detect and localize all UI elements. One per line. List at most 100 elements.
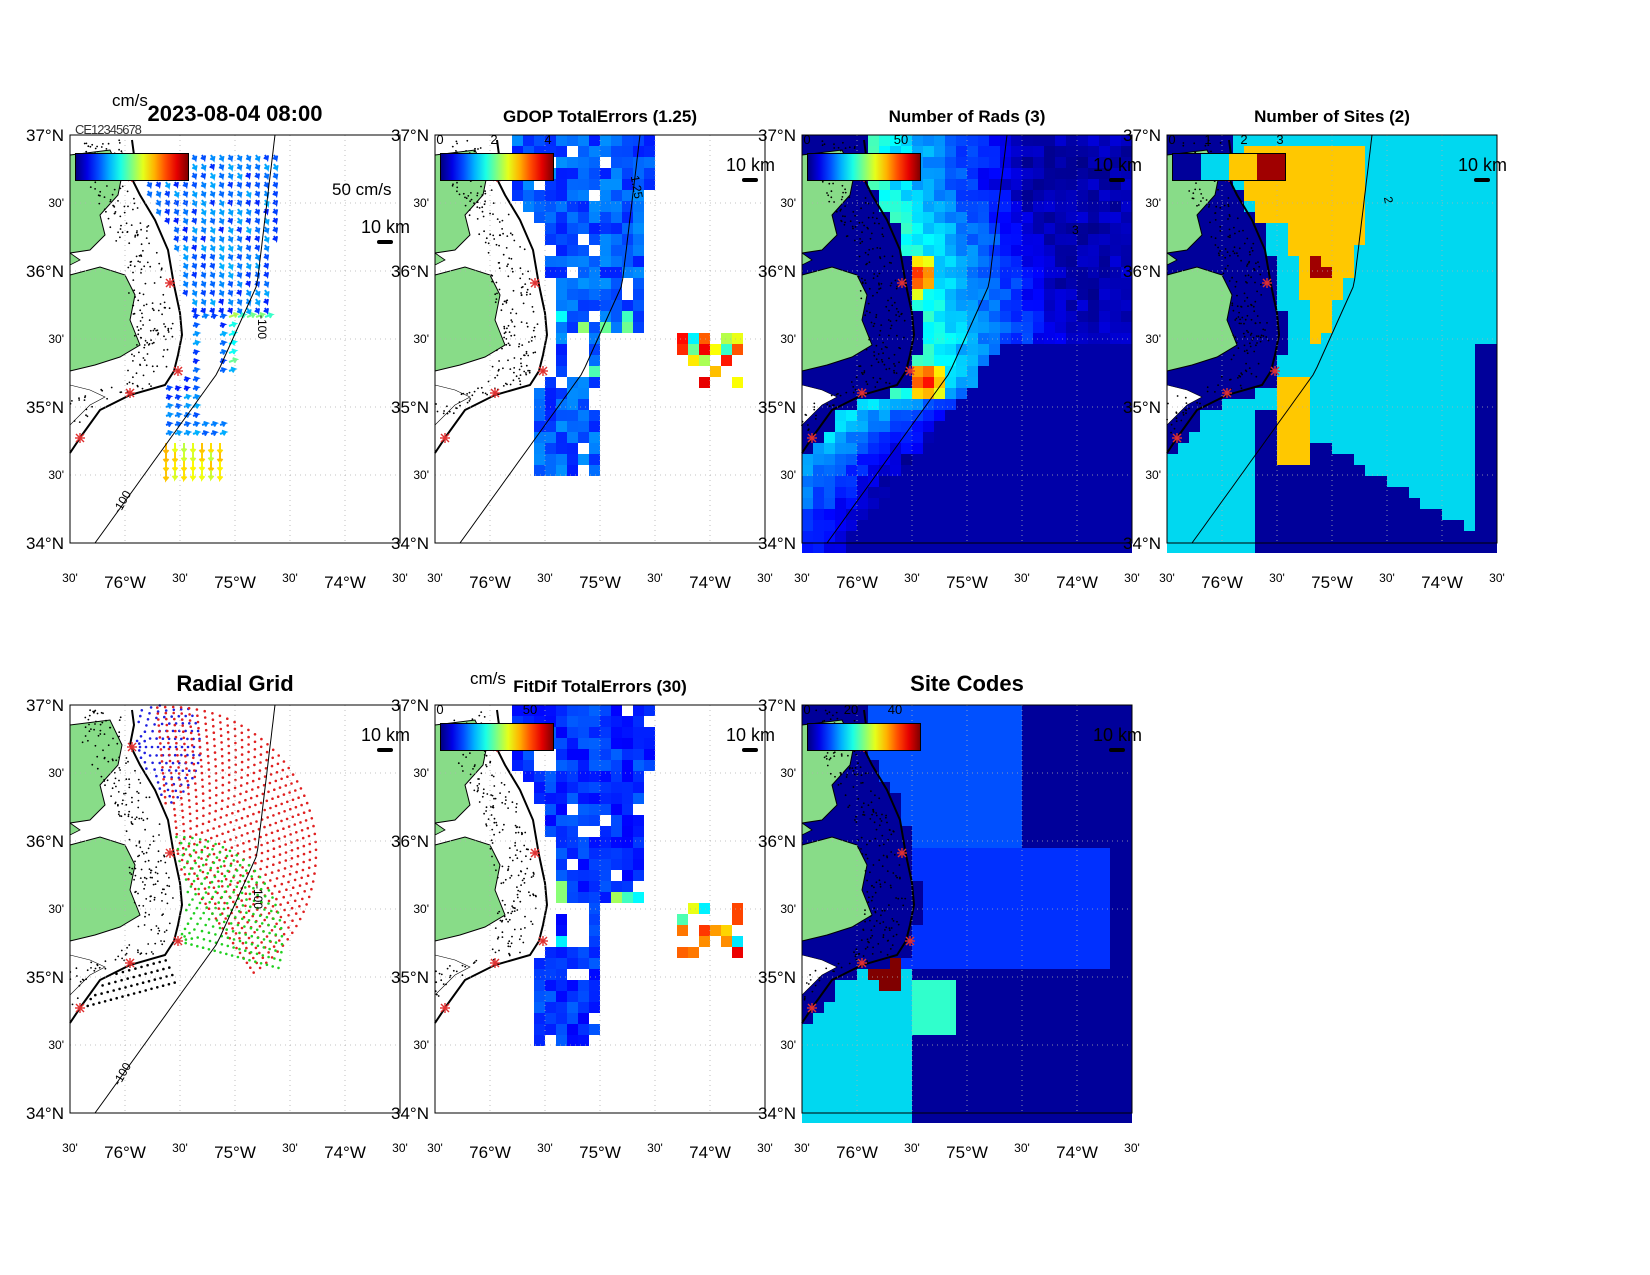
data-cell: [1244, 421, 1255, 432]
shoreline-dot: [840, 208, 842, 211]
data-cell: [956, 267, 967, 278]
data-cell: [846, 542, 857, 553]
radial-grid-point: [238, 937, 241, 940]
data-cell: [1011, 267, 1022, 278]
data-cell: [934, 476, 945, 487]
data-cell: [633, 300, 644, 311]
radial-grid-point: [184, 729, 187, 733]
data-cell: [912, 520, 923, 531]
data-cell: [622, 881, 633, 892]
data-cell: [879, 179, 890, 190]
data-cell: [1453, 223, 1464, 234]
radial-grid-point: [228, 849, 232, 853]
shoreline-dot: [1205, 199, 1208, 201]
shoreline-dot: [153, 327, 156, 330]
data-cell: [890, 498, 901, 509]
data-cell: [1288, 168, 1299, 179]
x-tick-label: 76°W: [836, 573, 878, 592]
data-cell: [611, 727, 622, 738]
data-cell: [1431, 542, 1442, 553]
radial-grid-point: [182, 829, 186, 833]
radial-grid-point: [192, 753, 195, 757]
shoreline-dot: [844, 221, 846, 224]
y-tick-label: 37°N: [391, 126, 429, 145]
data-cell: [1121, 454, 1132, 465]
shoreline-dot: [152, 341, 155, 344]
data-cell: [1321, 311, 1332, 322]
radial-grid-point: [269, 806, 272, 810]
shoreline-dot: [142, 852, 145, 855]
shoreline-dot: [468, 214, 471, 217]
data-cell: [1299, 509, 1310, 520]
data-cell: [923, 190, 934, 201]
data-cell: [1310, 278, 1321, 289]
data-cell: [1189, 542, 1200, 553]
data-cell: [1453, 421, 1464, 432]
shoreline-dot: [866, 310, 868, 312]
data-cell: [633, 179, 644, 190]
shoreline-dot: [158, 262, 161, 265]
current-vector: [218, 280, 225, 289]
shoreline-dot: [878, 282, 880, 285]
data-cell: [934, 168, 945, 179]
radial-grid-point: [194, 795, 198, 799]
current-vector: [173, 235, 180, 244]
data-cell: [1099, 245, 1110, 256]
data-cell: [868, 179, 879, 190]
data-cell: [1431, 311, 1442, 322]
data-cell: [1022, 542, 1033, 553]
radial-grid-point: [225, 902, 229, 905]
data-cell: [1431, 520, 1442, 531]
data-cell: [1000, 289, 1011, 300]
shoreline-dot: [900, 313, 903, 316]
y-tick-label: 37°N: [758, 126, 796, 145]
data-cell: [1200, 542, 1211, 553]
radial-grid-point: [227, 737, 230, 741]
radial-grid-point: [255, 883, 258, 886]
radial-grid-point: [146, 718, 150, 721]
data-cell: [1486, 498, 1497, 509]
data-cell: [1288, 190, 1299, 201]
radial-grid-point: [232, 859, 236, 862]
colorbar: [807, 153, 921, 181]
data-cell: [912, 201, 923, 212]
shoreline-dot: [129, 871, 131, 874]
current-vector: [183, 393, 193, 400]
radial-grid-point: [219, 913, 222, 916]
shoreline-dot: [136, 230, 138, 232]
shoreline-dot: [143, 924, 146, 926]
shoreline-dot: [473, 150, 476, 153]
data-cell: [589, 749, 600, 760]
data-cell: [1299, 355, 1310, 366]
data-cell: [846, 487, 857, 498]
data-cell: [1099, 311, 1110, 322]
data-cell: [1266, 388, 1277, 399]
data-cell: [923, 432, 934, 443]
radial-grid-point: [213, 744, 216, 748]
data-cell: [1044, 245, 1055, 256]
data-cell: [1233, 498, 1244, 509]
shoreline-dot: [521, 273, 524, 275]
data-cell: [1088, 366, 1099, 377]
data-cell: [1431, 234, 1442, 245]
shoreline-dot: [147, 859, 150, 862]
data-cell: [879, 531, 890, 542]
radial-grid-point: [176, 852, 180, 855]
radial-grid-point: [279, 915, 283, 919]
x-tick-label: 76°W: [104, 573, 146, 592]
data-cell: [1321, 322, 1332, 333]
radial-grid-point: [274, 779, 278, 783]
data-cell: [1310, 256, 1321, 267]
shoreline-dot: [489, 233, 492, 236]
data-cell: [989, 146, 1000, 157]
radial-grid-point: [301, 868, 305, 872]
data-cell: [1099, 256, 1110, 267]
radial-grid-point: [244, 933, 247, 936]
data-cell: [934, 179, 945, 190]
shoreline-dot: [508, 331, 511, 333]
shoreline-dot: [85, 414, 87, 417]
radial-grid-point: [267, 955, 270, 959]
data-cell: [989, 157, 1000, 168]
shoreline-dot: [167, 329, 170, 332]
data-cell: [633, 892, 644, 903]
